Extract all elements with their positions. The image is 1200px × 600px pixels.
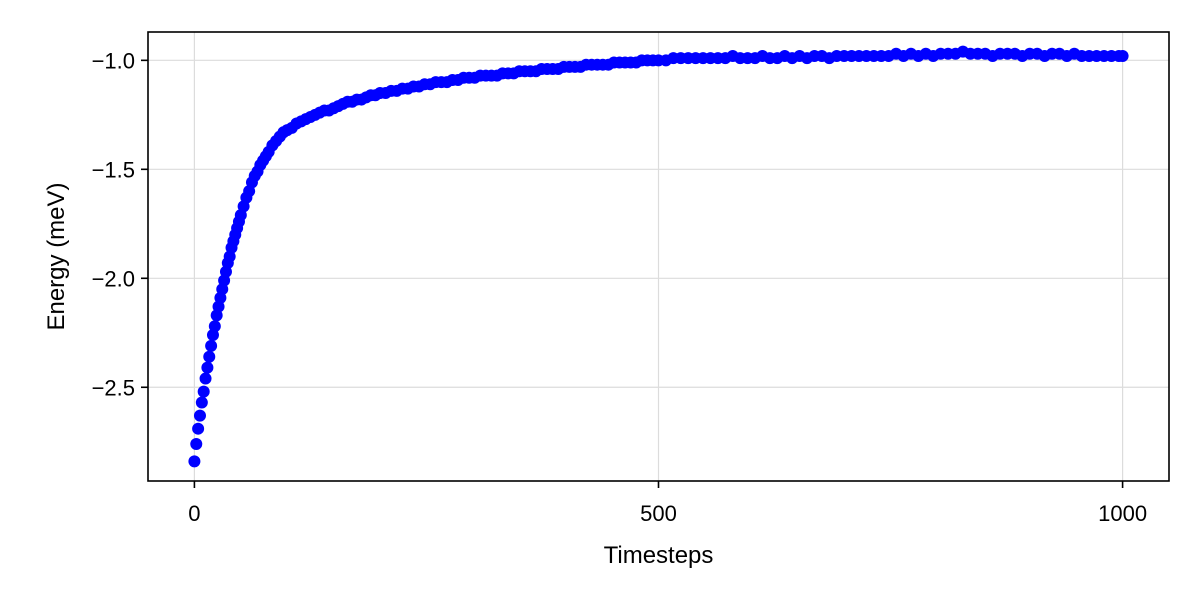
y-axis-label: Energy (meV) (43, 182, 70, 330)
y-tick-label: −2.0 (92, 266, 135, 291)
data-point (199, 372, 212, 385)
y-tick-label: −1.5 (92, 157, 135, 182)
x-tick-label: 1000 (1098, 501, 1147, 526)
data-point (1116, 49, 1129, 62)
y-tick-label: −1.0 (92, 48, 135, 73)
data-point (201, 361, 214, 374)
y-axis-ticks: −1.0 −1.5 −2.0 −2.5 (92, 48, 148, 400)
x-axis-ticks: 0 500 1000 (188, 481, 1147, 526)
data-point (188, 455, 201, 468)
x-tick-label: 0 (188, 501, 200, 526)
data-point (203, 350, 216, 363)
data-point (192, 422, 205, 435)
data-point (205, 339, 218, 352)
data-point (193, 409, 206, 422)
data-point (197, 385, 210, 398)
data-points (188, 45, 1129, 468)
data-point (190, 437, 203, 450)
x-axis-label: Timesteps (604, 542, 714, 569)
data-point (195, 396, 208, 409)
x-tick-label: 500 (640, 501, 677, 526)
grid-lines (148, 32, 1169, 481)
y-tick-label: −2.5 (92, 375, 135, 400)
data-point (208, 320, 221, 333)
